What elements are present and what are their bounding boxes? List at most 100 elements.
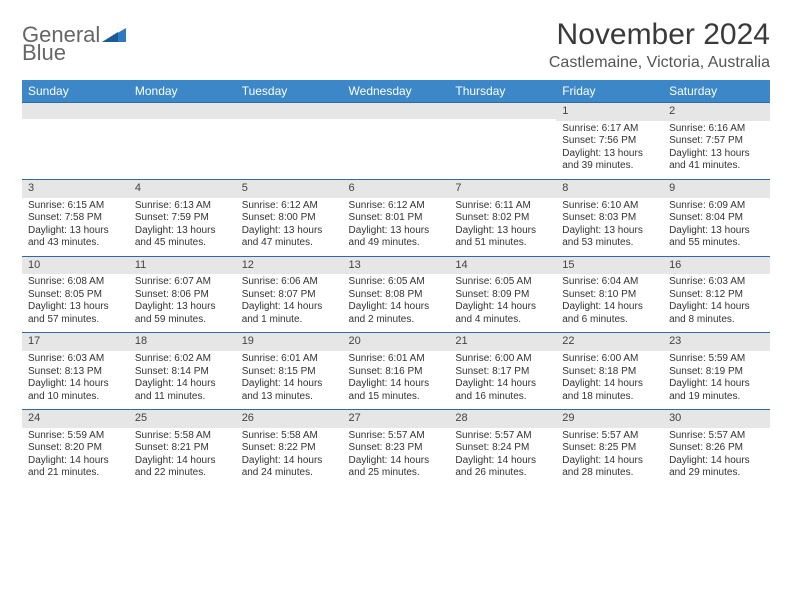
sunset-text: Sunset: 8:01 PM [349,212,444,225]
day-body: Sunrise: 6:05 AMSunset: 8:08 PMDaylight:… [343,274,450,332]
sunrise-text: Sunrise: 5:58 AM [135,430,230,443]
day-body: Sunrise: 5:57 AMSunset: 8:23 PMDaylight:… [343,428,450,486]
day-number: 3 [22,180,129,198]
calendar-day-cell: 28Sunrise: 5:57 AMSunset: 8:24 PMDayligh… [449,410,556,486]
calendar-week-row: 3Sunrise: 6:15 AMSunset: 7:58 PMDaylight… [22,179,770,256]
day-number: 10 [22,257,129,275]
daylight-text: Daylight: 14 hours and 24 minutes. [242,455,337,480]
sunset-text: Sunset: 8:04 PM [669,212,764,225]
day-number: 22 [556,333,663,351]
sunset-text: Sunset: 8:05 PM [28,289,123,302]
calendar-day-cell [449,103,556,180]
day-body: Sunrise: 6:04 AMSunset: 8:10 PMDaylight:… [556,274,663,332]
day-number: 4 [129,180,236,198]
sunrise-text: Sunrise: 6:01 AM [242,353,337,366]
calendar-col-header: Thursday [449,80,556,103]
calendar-day-cell: 11Sunrise: 6:07 AMSunset: 8:06 PMDayligh… [129,256,236,333]
day-body: Sunrise: 6:03 AMSunset: 8:13 PMDaylight:… [22,351,129,409]
daylight-text: Daylight: 13 hours and 43 minutes. [28,225,123,250]
day-number: 28 [449,410,556,428]
daylight-text: Daylight: 14 hours and 4 minutes. [455,301,550,326]
calendar-col-header: Wednesday [343,80,450,103]
calendar-head: SundayMondayTuesdayWednesdayThursdayFrid… [22,80,770,103]
daylight-text: Daylight: 14 hours and 2 minutes. [349,301,444,326]
calendar-day-cell: 8Sunrise: 6:10 AMSunset: 8:03 PMDaylight… [556,179,663,256]
day-number: 21 [449,333,556,351]
calendar-day-cell: 6Sunrise: 6:12 AMSunset: 8:01 PMDaylight… [343,179,450,256]
sunset-text: Sunset: 8:10 PM [562,289,657,302]
sunset-text: Sunset: 7:58 PM [28,212,123,225]
logo: General Blue [22,18,128,64]
calendar-col-header: Sunday [22,80,129,103]
calendar-day-cell [22,103,129,180]
day-body: Sunrise: 5:57 AMSunset: 8:26 PMDaylight:… [663,428,770,486]
day-body: Sunrise: 5:58 AMSunset: 8:22 PMDaylight:… [236,428,343,486]
sunrise-text: Sunrise: 5:57 AM [455,430,550,443]
calendar-col-header: Tuesday [236,80,343,103]
day-body: Sunrise: 6:01 AMSunset: 8:15 PMDaylight:… [236,351,343,409]
calendar-day-cell: 17Sunrise: 6:03 AMSunset: 8:13 PMDayligh… [22,333,129,410]
daylight-text: Daylight: 14 hours and 11 minutes. [135,378,230,403]
day-body: Sunrise: 6:17 AMSunset: 7:56 PMDaylight:… [556,121,663,179]
daylight-text: Daylight: 14 hours and 29 minutes. [669,455,764,480]
sunset-text: Sunset: 7:57 PM [669,135,764,148]
day-number: 23 [663,333,770,351]
day-body: Sunrise: 5:58 AMSunset: 8:21 PMDaylight:… [129,428,236,486]
calendar-day-cell: 14Sunrise: 6:05 AMSunset: 8:09 PMDayligh… [449,256,556,333]
day-number: 16 [663,257,770,275]
sunrise-text: Sunrise: 6:00 AM [562,353,657,366]
sunset-text: Sunset: 8:22 PM [242,442,337,455]
logo-text-block: General Blue [22,24,100,64]
daylight-text: Daylight: 13 hours and 51 minutes. [455,225,550,250]
calendar-body: 1Sunrise: 6:17 AMSunset: 7:56 PMDaylight… [22,103,770,486]
daylight-text: Daylight: 14 hours and 8 minutes. [669,301,764,326]
day-body: Sunrise: 6:12 AMSunset: 8:01 PMDaylight:… [343,198,450,256]
daylight-text: Daylight: 13 hours and 41 minutes. [669,148,764,173]
day-body [343,119,450,177]
sunrise-text: Sunrise: 6:07 AM [135,276,230,289]
day-body: Sunrise: 6:16 AMSunset: 7:57 PMDaylight:… [663,121,770,179]
daylight-text: Daylight: 14 hours and 25 minutes. [349,455,444,480]
calendar-day-cell: 16Sunrise: 6:03 AMSunset: 8:12 PMDayligh… [663,256,770,333]
sunset-text: Sunset: 8:16 PM [349,366,444,379]
daylight-text: Daylight: 14 hours and 21 minutes. [28,455,123,480]
day-body: Sunrise: 5:59 AMSunset: 8:20 PMDaylight:… [22,428,129,486]
day-number: 19 [236,333,343,351]
sunset-text: Sunset: 8:09 PM [455,289,550,302]
calendar-day-cell: 7Sunrise: 6:11 AMSunset: 8:02 PMDaylight… [449,179,556,256]
sunset-text: Sunset: 8:19 PM [669,366,764,379]
day-body: Sunrise: 6:01 AMSunset: 8:16 PMDaylight:… [343,351,450,409]
sunrise-text: Sunrise: 6:03 AM [669,276,764,289]
calendar-day-cell: 4Sunrise: 6:13 AMSunset: 7:59 PMDaylight… [129,179,236,256]
daylight-text: Daylight: 14 hours and 16 minutes. [455,378,550,403]
sunset-text: Sunset: 7:56 PM [562,135,657,148]
day-body: Sunrise: 6:10 AMSunset: 8:03 PMDaylight:… [556,198,663,256]
daylight-text: Daylight: 14 hours and 13 minutes. [242,378,337,403]
day-number [22,103,129,119]
calendar-day-cell: 2Sunrise: 6:16 AMSunset: 7:57 PMDaylight… [663,103,770,180]
sunrise-text: Sunrise: 6:16 AM [669,123,764,136]
calendar-day-cell: 15Sunrise: 6:04 AMSunset: 8:10 PMDayligh… [556,256,663,333]
day-body: Sunrise: 5:59 AMSunset: 8:19 PMDaylight:… [663,351,770,409]
calendar-day-cell [129,103,236,180]
calendar-week-row: 17Sunrise: 6:03 AMSunset: 8:13 PMDayligh… [22,333,770,410]
day-body: Sunrise: 6:11 AMSunset: 8:02 PMDaylight:… [449,198,556,256]
day-number: 30 [663,410,770,428]
daylight-text: Daylight: 14 hours and 28 minutes. [562,455,657,480]
sunrise-text: Sunrise: 6:05 AM [349,276,444,289]
daylight-text: Daylight: 14 hours and 15 minutes. [349,378,444,403]
calendar-day-cell: 25Sunrise: 5:58 AMSunset: 8:21 PMDayligh… [129,410,236,486]
day-number: 13 [343,257,450,275]
day-body: Sunrise: 6:05 AMSunset: 8:09 PMDaylight:… [449,274,556,332]
day-body [236,119,343,177]
calendar-col-header: Monday [129,80,236,103]
day-body: Sunrise: 6:15 AMSunset: 7:58 PMDaylight:… [22,198,129,256]
page-title: November 2024 [549,18,770,52]
sunset-text: Sunset: 8:12 PM [669,289,764,302]
location-text: Castlemaine, Victoria, Australia [549,54,770,72]
day-number: 12 [236,257,343,275]
day-body: Sunrise: 6:13 AMSunset: 7:59 PMDaylight:… [129,198,236,256]
calendar-day-cell: 18Sunrise: 6:02 AMSunset: 8:14 PMDayligh… [129,333,236,410]
calendar-day-cell: 29Sunrise: 5:57 AMSunset: 8:25 PMDayligh… [556,410,663,486]
sunset-text: Sunset: 8:17 PM [455,366,550,379]
